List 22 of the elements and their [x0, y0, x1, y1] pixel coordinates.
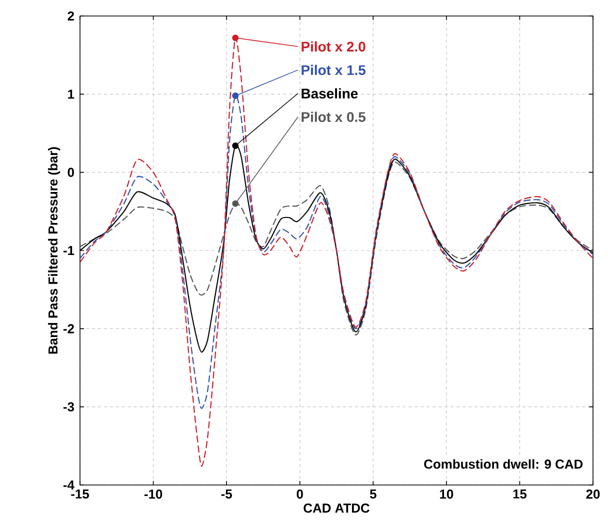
x-tick-label: -15	[71, 490, 89, 499]
x-tick-label: 15	[513, 490, 527, 499]
legend-label: Pilot x 2.0	[302, 41, 366, 52]
y-tick-label: -1	[63, 246, 74, 255]
annotation: Combustion dwell: 9 CAD	[424, 459, 583, 469]
text: Pilot x 0.5	[302, 112, 366, 122]
y-tick-label: 1	[68, 90, 74, 99]
text: Pilot x 1.5	[302, 64, 366, 76]
x-axis-title: CAD ATDC	[304, 504, 370, 513]
x-tick-label: 10	[440, 490, 454, 499]
x-tick-label: -5	[221, 490, 232, 499]
y-tick-label: 2	[68, 11, 74, 21]
y-tick-label: -2	[63, 324, 74, 334]
y-tick-label: -3	[63, 402, 74, 412]
x-tick-label: 20	[586, 490, 600, 499]
y-axis-title: Band Pass Filtered Pressure (bar)	[48, 147, 60, 354]
x-tick-label: 5	[370, 490, 376, 499]
y-tick-label: 0	[68, 168, 74, 177]
y-tick-label: -4	[63, 480, 74, 490]
x-tick-label: -10	[144, 490, 162, 499]
x-tick-label: 0	[296, 490, 303, 499]
text: Baseline	[302, 88, 358, 99]
